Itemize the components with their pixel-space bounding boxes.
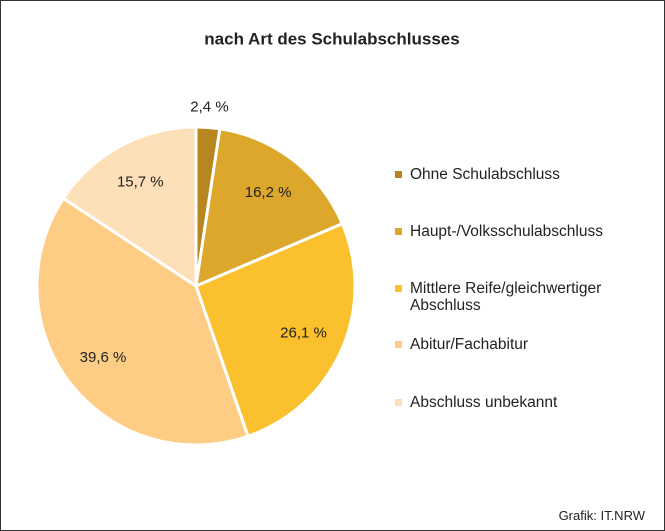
pie-slice xyxy=(61,125,198,289)
legend-label: Haupt-/Volksschulabschluss xyxy=(410,223,603,240)
legend-label: Ohne Schulabschluss xyxy=(410,166,560,183)
chart-title: nach Art des Schulabschlusses xyxy=(204,29,459,48)
legend-label: Abitur/Fachabitur xyxy=(410,336,529,353)
data-label: 39,6 % xyxy=(80,349,127,366)
legend-swatch xyxy=(395,341,402,348)
legend-swatch xyxy=(395,399,402,406)
legend-label: Mittlere Reife/gleichwertiger Abschluss xyxy=(410,280,602,314)
legend-swatch xyxy=(395,171,402,178)
data-label: 2,4 % xyxy=(190,98,228,115)
data-label: 15,7 % xyxy=(117,173,164,190)
legend-item: Ohne Schulabschluss xyxy=(395,166,645,183)
source: Grafik: IT.NRW xyxy=(558,508,645,523)
legend-item: Abschluss unbekannt xyxy=(395,394,645,411)
legend-item: Abitur/Fachabitur xyxy=(395,336,645,353)
legend-swatch xyxy=(395,228,402,235)
pie-slice xyxy=(194,127,345,289)
legend-label: Abschluss unbekannt xyxy=(410,394,558,411)
legend-swatch xyxy=(395,285,402,292)
pie-slice xyxy=(35,196,250,447)
data-label: 16,2 % xyxy=(245,184,292,201)
data-label: 26,1 % xyxy=(280,325,327,342)
pie-slice xyxy=(194,221,357,439)
legend-item: Mittlere Reife/gleichwertiger Abschluss xyxy=(395,280,645,314)
legend-item: Haupt-/Volksschulabschluss xyxy=(395,223,645,240)
